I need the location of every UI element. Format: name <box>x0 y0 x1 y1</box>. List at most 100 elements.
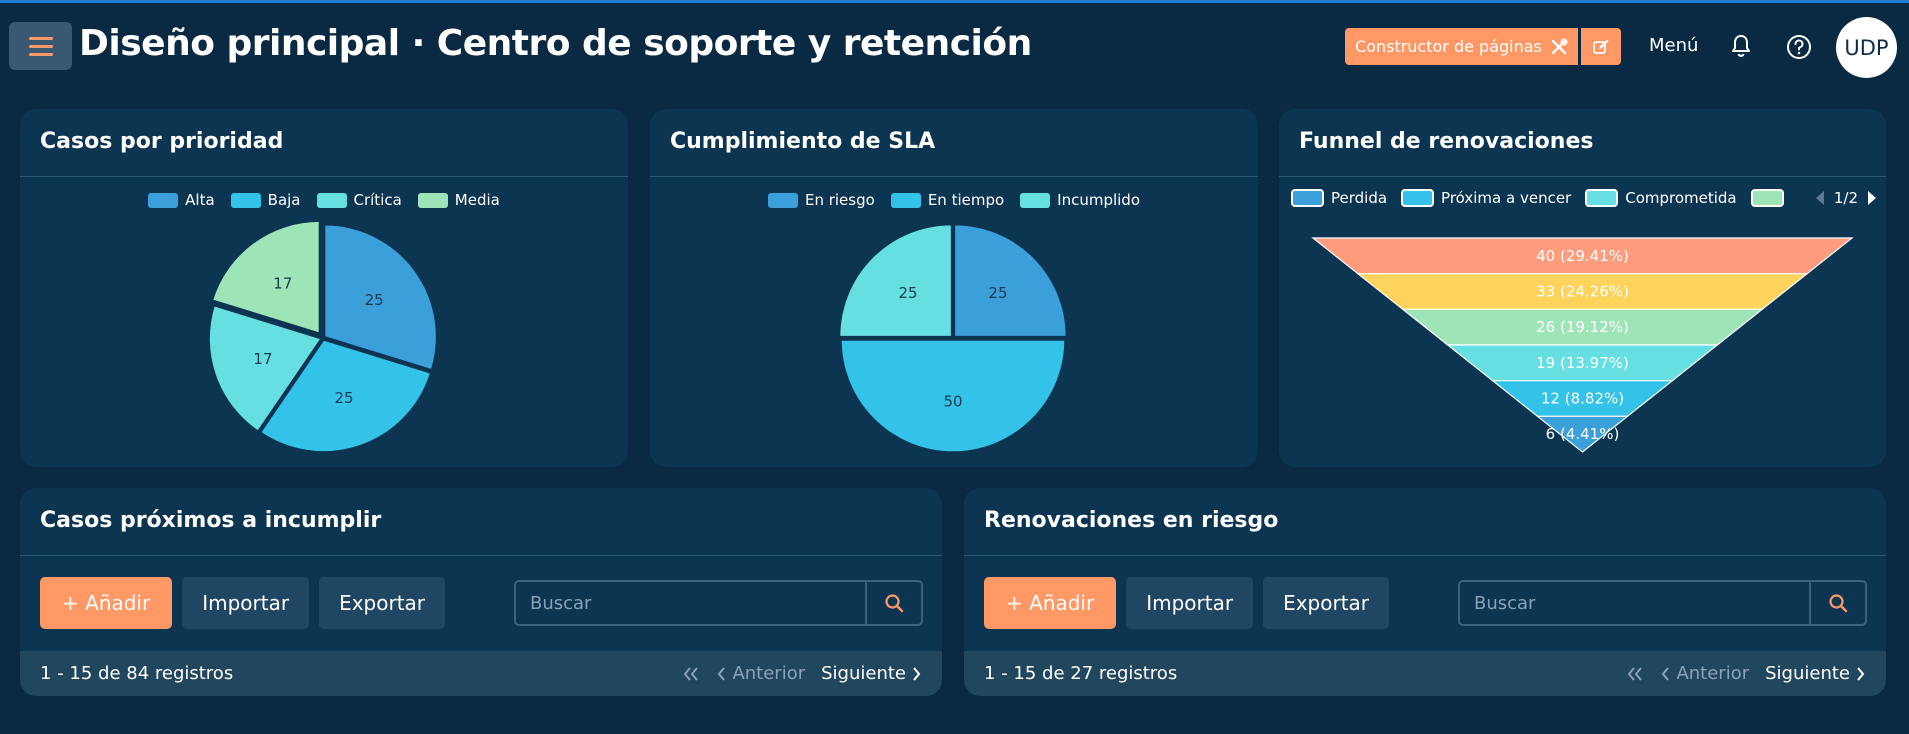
menu-icon-bar <box>28 36 53 40</box>
legend-item-critica[interactable]: Crítica <box>316 191 402 209</box>
sla-pie-chart: 25 50 25 <box>838 223 1068 453</box>
caret-left-icon[interactable] <box>1814 190 1826 206</box>
add-button[interactable]: + Añadir <box>984 577 1117 629</box>
funnel-legend-viewport: Perdida Próxima a vencer Comprometida <box>1291 189 1789 213</box>
legend-swatch <box>316 192 347 208</box>
legend-label: Perdida <box>1331 189 1388 207</box>
card-divider <box>20 176 628 177</box>
pie-slice-label: 25 <box>334 389 353 407</box>
page-title: Diseño principal · Centro de soporte y r… <box>79 23 1032 64</box>
next-label: Siguiente <box>1765 663 1850 684</box>
first-page-icon[interactable] <box>1626 666 1644 682</box>
card-title: Renovaciones en riesgo <box>984 508 1279 533</box>
legend-item-alta[interactable]: Alta <box>148 191 215 209</box>
funnel-segment[interactable] <box>1535 415 1630 453</box>
legend-item-media[interactable]: Media <box>417 191 500 209</box>
pie-slice-en-tiempo[interactable] <box>840 339 1066 453</box>
legend-swatch <box>890 192 921 208</box>
search-input[interactable] <box>516 582 865 624</box>
card-divider <box>20 555 942 556</box>
legend-item-comprometida[interactable]: Comprometida <box>1585 189 1737 207</box>
pie-slice-label: 17 <box>253 350 272 368</box>
legend-item-hidden[interactable] <box>1750 189 1789 207</box>
funnel-segment-label: 6 (4.41%) <box>1546 425 1620 443</box>
chart-legend: Perdida Próxima a vencer Comprometida <box>1291 189 1789 207</box>
pie-slice-alta[interactable] <box>323 224 438 371</box>
legend-label: En tiempo <box>927 191 1005 209</box>
search-icon <box>885 594 904 613</box>
search-input[interactable] <box>1460 582 1809 624</box>
first-page-icon[interactable] <box>682 666 700 682</box>
legend-item-en-tiempo[interactable]: En tiempo <box>890 191 1005 209</box>
renewals-at-risk-card: Renovaciones en riesgo + Añadir Importar… <box>964 488 1886 696</box>
pie-slice-en-riesgo[interactable] <box>953 223 1068 338</box>
help-icon[interactable] <box>1786 34 1812 60</box>
pie-slice-label: 50 <box>943 393 962 411</box>
bell-icon[interactable] <box>1728 33 1754 59</box>
legend-swatch <box>148 192 179 208</box>
pie-slice-crítica[interactable] <box>208 304 323 433</box>
pie-slice-baja[interactable] <box>259 339 432 453</box>
cases-near-breach-card: Casos próximos a incumplir + Añadir Impo… <box>20 488 942 696</box>
legend-label: Crítica <box>353 191 402 209</box>
caret-right-icon[interactable] <box>1866 190 1878 206</box>
legend-item-incumplido[interactable]: Incumplido <box>1020 191 1140 209</box>
legend-swatch <box>417 192 448 208</box>
legend-item-baja[interactable]: Baja <box>230 191 301 209</box>
card-divider <box>964 555 1886 556</box>
add-button[interactable]: + Añadir <box>40 577 173 629</box>
records-count: 1 - 15 de 27 registros <box>984 663 1178 684</box>
card-title: Casos próximos a incumplir <box>40 508 382 533</box>
page-builder-button[interactable]: Constructor de páginas <box>1345 28 1578 65</box>
import-button[interactable]: Importar <box>1126 577 1254 629</box>
legend-item-perdida[interactable]: Perdida <box>1291 189 1387 207</box>
pie-slice-media[interactable] <box>211 220 321 335</box>
legend-label: Incumplido <box>1057 191 1141 209</box>
search-button[interactable] <box>1809 582 1865 624</box>
card-divider <box>1279 176 1886 177</box>
previous-page-button[interactable]: Anterior <box>716 663 805 684</box>
legend-label: Media <box>454 191 500 209</box>
sla-card: Cumplimiento de SLA En riesgo En tiempo … <box>650 109 1258 467</box>
pie-slice-label: 25 <box>365 291 384 309</box>
search-box <box>514 580 923 626</box>
legend-label: En riesgo <box>804 191 875 209</box>
funnel-segment-label: 19 (13.97%) <box>1536 354 1629 372</box>
menu-link[interactable]: Menú <box>1649 35 1699 56</box>
chevron-left-icon <box>718 666 726 681</box>
pie-slice-label: 17 <box>273 275 292 293</box>
pagination: Anterior Siguiente <box>1626 663 1866 684</box>
chevron-right-icon <box>913 666 921 681</box>
user-avatar[interactable]: UDP <box>1836 17 1897 78</box>
search-button[interactable] <box>865 582 921 624</box>
card-divider <box>650 176 1258 177</box>
funnel-segment-label: 33 (24.26%) <box>1536 283 1629 301</box>
next-page-button[interactable]: Siguiente <box>1765 663 1866 684</box>
chart-legend: Alta Baja Crítica Media <box>20 191 628 209</box>
legend-label: Baja <box>267 191 301 209</box>
export-button[interactable]: Exportar <box>319 577 446 629</box>
table-footer: 1 - 15 de 84 registros Anterior Siguient… <box>20 651 942 696</box>
search-box <box>1458 580 1867 626</box>
pie-slice-incumplido[interactable] <box>838 223 953 338</box>
page-builder-label: Constructor de páginas <box>1355 37 1542 56</box>
renewal-funnel-chart: 40 (29.41%) 33 (24.26%) 26 (19.12%) 19 (13.… <box>1311 237 1854 453</box>
previous-page-button[interactable]: Anterior <box>1660 663 1749 684</box>
legend-item-proxima-a-vencer[interactable]: Próxima a vencer <box>1401 189 1571 207</box>
next-page-button[interactable]: Siguiente <box>821 663 922 684</box>
edit-page-button[interactable] <box>1580 28 1621 65</box>
menu-icon-bar <box>28 52 53 56</box>
import-button[interactable]: Importar <box>182 577 310 629</box>
legend-swatch <box>1291 189 1324 207</box>
toolbar: + Añadir Importar Exportar <box>984 577 1390 629</box>
export-button[interactable]: Exportar <box>1263 577 1390 629</box>
previous-label: Anterior <box>1676 663 1750 684</box>
legend-item-en-riesgo[interactable]: En riesgo <box>767 191 875 209</box>
table-footer: 1 - 15 de 27 registros Anterior Siguient… <box>964 651 1886 696</box>
legend-swatch <box>1750 189 1784 207</box>
priority-pie-chart: 25 25 17 17 <box>208 220 438 453</box>
hamburger-menu-button[interactable] <box>9 22 72 70</box>
chevron-left-icon <box>1662 666 1670 681</box>
legend-label: Comprometida <box>1625 189 1737 207</box>
pagination: Anterior Siguiente <box>682 663 922 684</box>
